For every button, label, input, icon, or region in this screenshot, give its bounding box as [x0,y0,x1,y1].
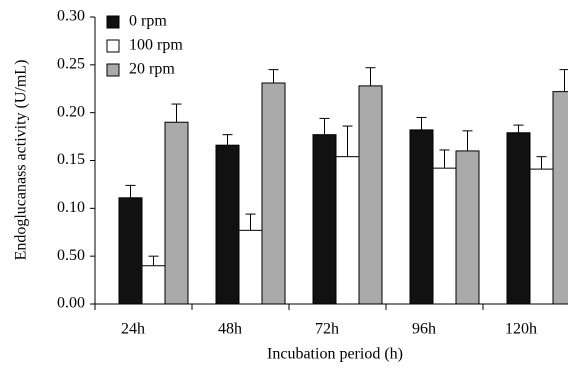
y-axis-label: Endoglucanass activity (U/mL) [13,60,30,261]
y-tick-label: 0.00 [57,295,85,312]
bar [312,134,337,305]
y-tick-label: 0.10 [57,199,85,216]
x-tick-label: 120h [505,321,537,338]
bar [215,144,240,305]
bar [432,167,457,305]
x-tick-label: 72h [315,321,339,338]
bar [238,229,263,305]
bar [358,85,383,305]
y-tick-label: 0.20 [57,103,85,120]
x-tick-label: 24h [121,321,145,338]
y-tick-label: 0.50 [57,247,85,264]
y-tick-label: 0.30 [57,8,85,25]
legend-swatch [106,39,120,53]
y-tick-label: 0.15 [57,151,85,168]
x-tick-label: 96h [412,321,436,338]
legend-label: 20 rpm [129,61,175,78]
bar [455,150,480,305]
legend-label: 0 rpm [129,13,167,30]
y-tick-label: 0.25 [57,56,85,73]
bar [118,197,143,305]
bar [261,82,286,305]
bar [506,132,531,305]
legend-label: 100 rpm [129,37,183,54]
bar [552,91,568,305]
bar [529,168,554,305]
bar [335,156,360,305]
legend-swatch [106,15,120,29]
x-axis-label: Incubation period (h) [267,346,403,363]
bar [141,265,166,305]
bar [164,121,189,305]
bar [409,129,434,305]
x-tick-label: 48h [218,321,242,338]
legend-swatch [106,63,120,77]
